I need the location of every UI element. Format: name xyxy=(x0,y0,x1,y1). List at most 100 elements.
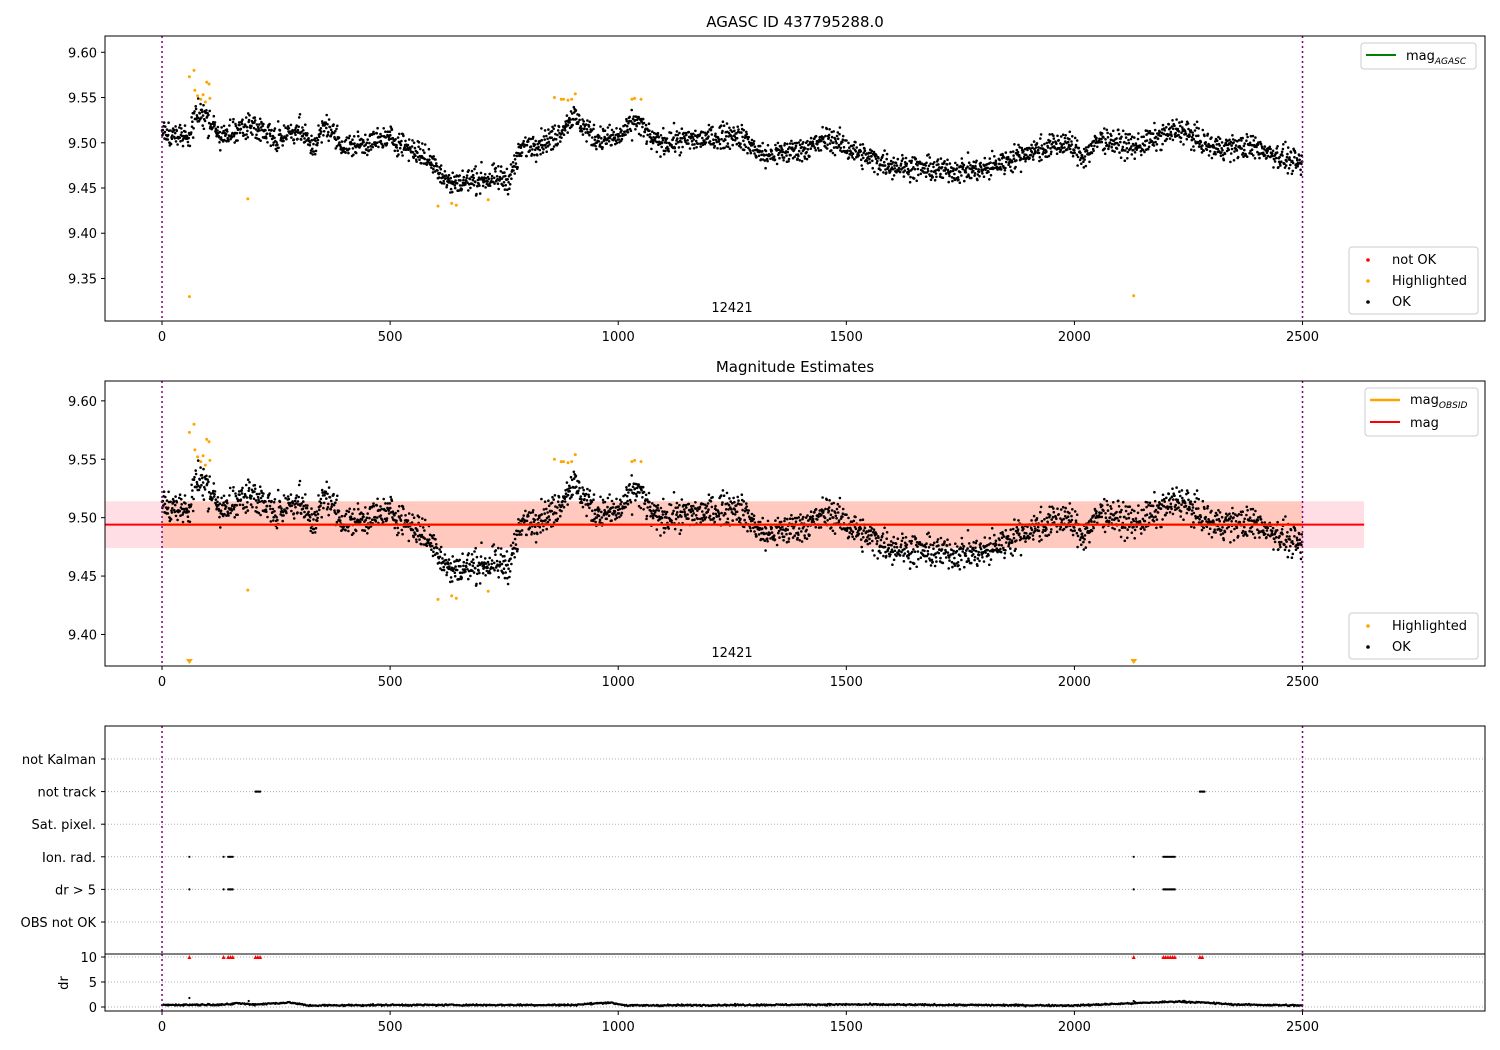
ok-point xyxy=(673,527,677,531)
ok-point xyxy=(443,170,447,173)
ok-point xyxy=(960,157,964,160)
ok-point xyxy=(398,132,401,136)
ok-point xyxy=(768,153,772,157)
ok-point xyxy=(862,156,865,160)
ok-point xyxy=(411,139,414,142)
ok-point xyxy=(1073,151,1076,155)
ok-point xyxy=(861,167,864,171)
ok-point xyxy=(1245,155,1249,158)
ok-point xyxy=(475,172,479,175)
ok-point xyxy=(825,498,829,502)
ok-point xyxy=(500,562,504,566)
ok-point xyxy=(208,475,211,478)
ok-point xyxy=(972,160,975,164)
ok-point xyxy=(719,124,723,127)
ok-point xyxy=(742,148,746,152)
ok-point xyxy=(312,518,315,521)
ok-point xyxy=(606,133,609,136)
ok-point xyxy=(444,177,448,180)
ok-point xyxy=(761,537,765,541)
ok-point xyxy=(1203,134,1206,138)
ok-point xyxy=(800,152,803,155)
ok-point xyxy=(1110,142,1114,146)
ok-point xyxy=(586,487,589,491)
ok-point xyxy=(194,107,198,111)
ok-point xyxy=(1169,130,1173,134)
ok-point xyxy=(643,130,647,134)
ok-point xyxy=(1016,150,1020,154)
ok-point xyxy=(1146,147,1150,151)
ok-point xyxy=(327,502,330,506)
ok-point xyxy=(1220,141,1224,144)
ok-point xyxy=(560,136,563,139)
ok-point xyxy=(245,125,249,129)
ok-point xyxy=(420,542,423,546)
ok-point xyxy=(1268,145,1272,149)
ok-point xyxy=(379,505,382,508)
ok-point xyxy=(1068,137,1071,141)
ok-point xyxy=(663,510,666,513)
ok-point xyxy=(1213,140,1217,143)
ok-point xyxy=(774,143,777,147)
ok-point xyxy=(1165,137,1168,141)
ok-point xyxy=(1127,141,1131,145)
ok-point xyxy=(352,153,355,157)
ok-point xyxy=(799,139,802,142)
ok-point xyxy=(1059,135,1063,138)
ok-point xyxy=(241,503,245,507)
ok-point xyxy=(372,132,376,136)
ok-point xyxy=(781,528,785,531)
ok-point xyxy=(1014,547,1017,551)
ok-point xyxy=(310,507,313,510)
ok-point xyxy=(462,178,465,182)
ok-point xyxy=(454,565,457,568)
ok-point xyxy=(296,128,300,132)
ok-point xyxy=(763,532,766,536)
ok-point xyxy=(733,139,737,142)
ok-point xyxy=(672,509,675,513)
ok-point xyxy=(834,140,838,143)
ok-point xyxy=(238,131,242,135)
ok-point xyxy=(481,572,485,575)
ok-point xyxy=(320,501,323,505)
ok-point xyxy=(898,170,902,174)
ok-point xyxy=(1136,137,1140,141)
ok-point xyxy=(749,149,752,153)
ok-point xyxy=(586,131,590,135)
ok-point xyxy=(747,135,750,139)
ok-point xyxy=(1213,146,1216,149)
ok-point xyxy=(970,176,973,180)
ok-point xyxy=(465,176,469,180)
legend-mag-agasc-label: mag xyxy=(1406,49,1435,64)
ok-point xyxy=(915,179,918,183)
ok-point xyxy=(982,175,986,178)
ok-point xyxy=(322,130,326,133)
ok-point xyxy=(707,135,710,138)
ok-point xyxy=(593,512,597,516)
ok-point xyxy=(516,529,520,533)
ok-point xyxy=(737,499,740,502)
ok-point xyxy=(758,526,762,530)
ok-point xyxy=(648,500,651,504)
ok-point xyxy=(400,151,404,154)
ok-point xyxy=(691,136,695,139)
highlighted-point xyxy=(566,98,570,102)
ok-point xyxy=(253,119,257,122)
ok-point xyxy=(1008,158,1012,161)
ok-point xyxy=(1264,149,1267,152)
ok-point xyxy=(764,527,768,530)
ok-point xyxy=(411,151,415,154)
ok-point xyxy=(1018,146,1021,149)
ok-point xyxy=(455,568,459,572)
highlighted-point xyxy=(187,75,191,79)
ok-point xyxy=(584,123,588,126)
ok-point xyxy=(394,511,397,515)
ok-point xyxy=(478,184,481,187)
ok-point xyxy=(257,137,261,141)
ok-point xyxy=(591,509,594,513)
ok-point xyxy=(1092,149,1095,153)
ok-point xyxy=(680,515,683,518)
ok-point xyxy=(683,137,686,140)
ok-point xyxy=(830,130,833,134)
ok-point xyxy=(937,551,941,555)
